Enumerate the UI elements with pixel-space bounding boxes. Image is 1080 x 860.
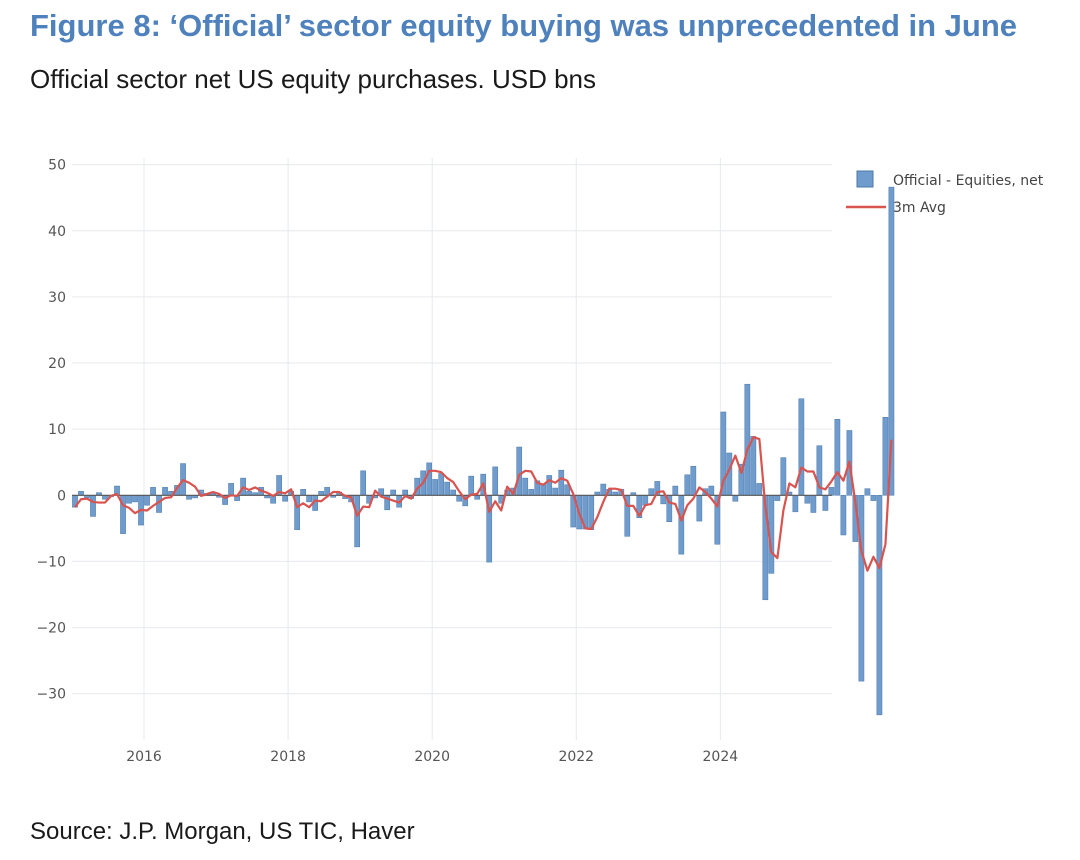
bar: [864, 488, 871, 496]
bar: [90, 495, 96, 517]
x-tick-label: 2020: [414, 749, 450, 765]
bar: [438, 473, 445, 496]
bar: [354, 495, 360, 548]
bar: [546, 475, 553, 496]
bar: [228, 483, 234, 496]
bar: [402, 489, 408, 496]
y-tick-label: −30: [36, 687, 66, 703]
bar: [804, 495, 811, 504]
bar: [300, 489, 306, 496]
x-tick-label: 2022: [558, 749, 594, 765]
bar: [306, 495, 312, 503]
bar: [426, 462, 433, 496]
bar: [390, 489, 396, 496]
legend-label-line: 3m Avg: [893, 200, 946, 216]
y-tick-label: 0: [57, 488, 66, 504]
figure-title: Figure 8: ‘Official’ sector equity buyin…: [30, 8, 1018, 43]
bar: [858, 495, 865, 682]
bar: [834, 418, 841, 496]
bar: [102, 495, 108, 500]
bar: [528, 489, 535, 496]
y-tick-label: −10: [36, 554, 66, 570]
bar: [444, 481, 451, 496]
bar: [492, 466, 499, 496]
bar: [822, 495, 829, 511]
y-tick-label: 40: [48, 224, 66, 240]
avg-line: [74, 436, 893, 572]
line-series: [74, 436, 893, 572]
bar: [678, 495, 685, 555]
bar: [468, 475, 475, 496]
bar: [360, 470, 366, 496]
bar: [828, 487, 835, 496]
bar: [126, 495, 132, 504]
bar: [450, 489, 457, 496]
y-tick-label: 50: [48, 158, 66, 174]
bar: [750, 436, 757, 496]
bar: [186, 495, 192, 500]
bar: [474, 495, 481, 500]
bar: [132, 495, 138, 503]
bar: [648, 488, 655, 496]
legend: Official - Equities, net 3m Avg: [846, 170, 1044, 216]
bar: [888, 186, 895, 496]
bar: [150, 487, 156, 496]
bar: [732, 495, 739, 502]
bar: [744, 383, 751, 496]
bar: [810, 495, 817, 513]
y-axis-ticks: 50 40 30 20 10 0 −10 −20 −30: [36, 158, 66, 703]
x-tick-label: 2016: [126, 749, 162, 765]
bar: [522, 477, 529, 496]
figure-subtitle: Official sector net US equity purchases.…: [30, 64, 596, 94]
x-axis-ticks: 2016 2018 2020 2022 2024: [126, 749, 738, 765]
bar: [672, 485, 679, 496]
bar: [516, 446, 523, 496]
x-tick-label: 2024: [703, 749, 739, 765]
bar: [540, 484, 547, 496]
bar: [600, 483, 607, 496]
y-tick-label: −20: [36, 621, 66, 637]
legend-label-bar: Official - Equities, net: [893, 173, 1044, 189]
bar: [798, 398, 805, 496]
bar: [756, 483, 763, 496]
bar: [882, 417, 889, 496]
y-tick-label: 10: [48, 422, 66, 438]
bar: [774, 495, 781, 501]
bar: [708, 485, 715, 496]
bar: [144, 495, 150, 506]
bar: [696, 495, 703, 522]
bar: [162, 487, 168, 496]
bar: [684, 474, 691, 496]
bar: [780, 457, 787, 496]
bar: [792, 495, 799, 513]
bar: [840, 495, 847, 536]
bar: [690, 465, 697, 496]
bar: [870, 495, 877, 501]
y-gridlines: [72, 164, 832, 695]
bar: [552, 487, 559, 496]
x-gridlines: [143, 158, 721, 740]
plot-area: [72, 158, 832, 740]
bar: [432, 479, 439, 496]
bar: [282, 495, 288, 502]
y-tick-label: 20: [48, 356, 66, 372]
legend-swatch-bar: [856, 170, 874, 188]
bar: [456, 495, 463, 502]
x-tick-label: 2018: [270, 749, 306, 765]
bar: [558, 469, 565, 496]
source-note: Source: J.P. Morgan, US TIC, Haver: [30, 818, 415, 845]
bar: [876, 495, 883, 716]
y-tick-label: 30: [48, 290, 66, 306]
